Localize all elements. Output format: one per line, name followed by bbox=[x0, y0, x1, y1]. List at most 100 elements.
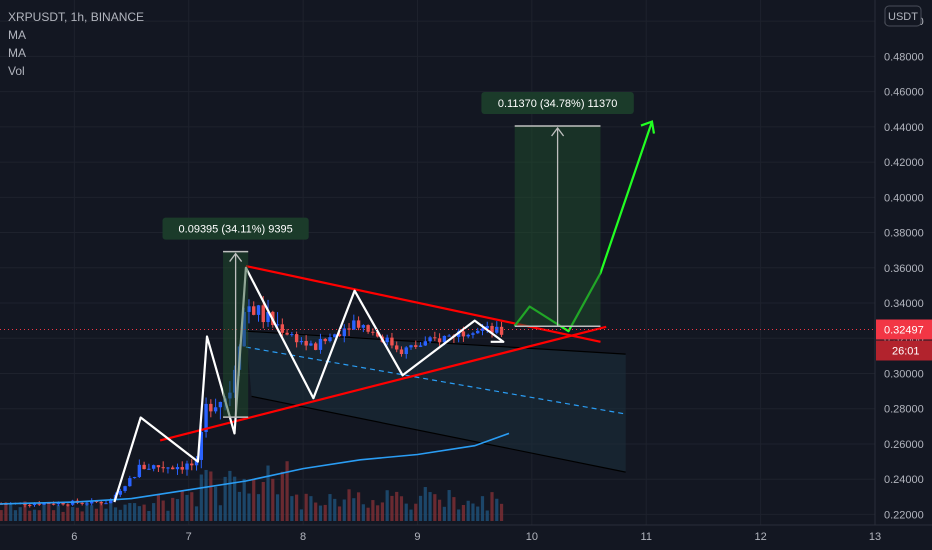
candle-body bbox=[328, 337, 332, 342]
volume-bars bbox=[0, 461, 504, 521]
volume-bar bbox=[61, 511, 65, 521]
channel-mid-line bbox=[245, 346, 626, 415]
candle-body bbox=[104, 503, 108, 505]
volume-bar bbox=[304, 493, 308, 521]
volume-bar bbox=[433, 494, 437, 521]
candle-body bbox=[294, 334, 299, 343]
wedge-upper-line bbox=[245, 264, 601, 343]
measure-label-box-1 bbox=[162, 217, 309, 240]
volume-bar bbox=[423, 487, 427, 521]
candle-body bbox=[304, 340, 308, 346]
volume-bar bbox=[266, 465, 270, 521]
countdown-value: 26:01 bbox=[892, 345, 920, 357]
volume-bar bbox=[323, 504, 327, 521]
volume-bar bbox=[223, 476, 227, 521]
measure-label-2: 0.11370 (34.78%) 11370 bbox=[498, 98, 617, 110]
volume-bar bbox=[285, 461, 289, 521]
volume-bar bbox=[28, 510, 32, 521]
volume-bar bbox=[104, 508, 108, 521]
time-axis[interactable]: 6 7 8 9 10 11 12 13 bbox=[0, 524, 932, 550]
currency-badge-label[interactable]: USDT bbox=[888, 11, 918, 23]
volume-bar bbox=[290, 496, 294, 521]
volume-bar bbox=[190, 492, 194, 521]
candle-body bbox=[261, 305, 265, 323]
candle-body bbox=[318, 338, 323, 350]
candle-body bbox=[437, 338, 442, 343]
symbol-title[interactable]: XRPUSDT, 1h, BINANCE bbox=[8, 10, 145, 24]
candle-body bbox=[166, 467, 170, 469]
candle-body bbox=[180, 467, 184, 470]
volume-bar bbox=[342, 499, 346, 521]
candle-body bbox=[442, 335, 447, 343]
time-tick-label: 11 bbox=[641, 531, 652, 543]
volume-bar bbox=[166, 510, 170, 521]
volume-bar bbox=[337, 506, 342, 521]
volume-bar bbox=[366, 507, 370, 521]
countdown-tag bbox=[876, 340, 932, 361]
volume-bar bbox=[414, 503, 418, 521]
indicator-volume[interactable]: Vol bbox=[8, 64, 25, 78]
volume-bar bbox=[109, 501, 113, 521]
ma-line bbox=[0, 432, 510, 505]
volume-bar bbox=[51, 510, 56, 521]
currency-badge bbox=[884, 5, 922, 27]
volume-bar bbox=[71, 507, 75, 521]
chart-legend: XRPUSDT, 1h, BINANCE MA MA Vol bbox=[8, 8, 144, 80]
volume-bar bbox=[42, 503, 46, 521]
volume-bar bbox=[242, 478, 246, 521]
measure-label-1: 0.09395 (34.11%) 9395 bbox=[179, 224, 293, 236]
candle-body bbox=[352, 320, 356, 330]
volume-bar bbox=[247, 493, 251, 521]
volume-bar bbox=[47, 501, 51, 521]
volume-bar bbox=[156, 494, 161, 521]
time-tick-label: 6 bbox=[71, 531, 77, 543]
volume-bar bbox=[352, 498, 356, 521]
channel-upper-line bbox=[245, 330, 626, 355]
candle-body bbox=[390, 337, 394, 346]
volume-bar bbox=[476, 506, 480, 521]
price-tick-label: 0.38000 bbox=[884, 228, 924, 240]
volume-bar bbox=[152, 503, 156, 521]
candle-body bbox=[66, 504, 70, 506]
volume-bar bbox=[328, 494, 332, 521]
volume-bar bbox=[142, 504, 146, 521]
candle-body bbox=[32, 503, 37, 506]
price-tick-label: 0.48000 bbox=[884, 51, 924, 63]
candle-body bbox=[137, 464, 142, 478]
indicator-ma-1[interactable]: MA bbox=[8, 28, 26, 42]
volume-bar bbox=[395, 491, 399, 521]
volume-bar bbox=[447, 490, 451, 521]
volume-bar bbox=[56, 505, 60, 521]
volume-bar bbox=[437, 499, 442, 521]
candle-body bbox=[190, 463, 194, 466]
candle-body bbox=[247, 306, 251, 312]
time-axis-bg bbox=[0, 525, 932, 550]
price-tick-label: 0.28000 bbox=[884, 404, 924, 416]
candle-body bbox=[485, 325, 489, 329]
volume-bar bbox=[380, 502, 385, 521]
volume-bar bbox=[295, 494, 299, 521]
candle-body bbox=[366, 325, 370, 332]
price-tick-label: 0.24000 bbox=[884, 474, 924, 486]
volume-bar bbox=[85, 501, 89, 521]
candle-body bbox=[123, 486, 127, 491]
candle-body bbox=[42, 502, 46, 505]
volume-bar bbox=[356, 492, 361, 521]
projection-arrow-head bbox=[640, 120, 656, 134]
candle-body bbox=[456, 331, 461, 337]
price-axis[interactable]: 0.220000.240000.260000.280000.300000.320… bbox=[874, 0, 932, 550]
candle-body bbox=[399, 349, 404, 355]
volume-bar bbox=[471, 503, 475, 521]
candle-body bbox=[142, 464, 146, 470]
time-tick-label: 7 bbox=[186, 531, 192, 543]
measurement-tools: 0.09395 (34.11%) 9395 0.11370 (34.78%) 11… bbox=[162, 91, 634, 418]
volume-bar bbox=[218, 505, 222, 521]
volume-bar bbox=[204, 469, 208, 521]
volume-bar bbox=[495, 498, 499, 521]
volume-bar bbox=[333, 498, 337, 521]
price-tick-label: 0.26000 bbox=[884, 439, 924, 451]
indicator-ma-2[interactable]: MA bbox=[8, 46, 26, 60]
volume-bar bbox=[18, 507, 22, 521]
volume-bar bbox=[461, 505, 466, 521]
